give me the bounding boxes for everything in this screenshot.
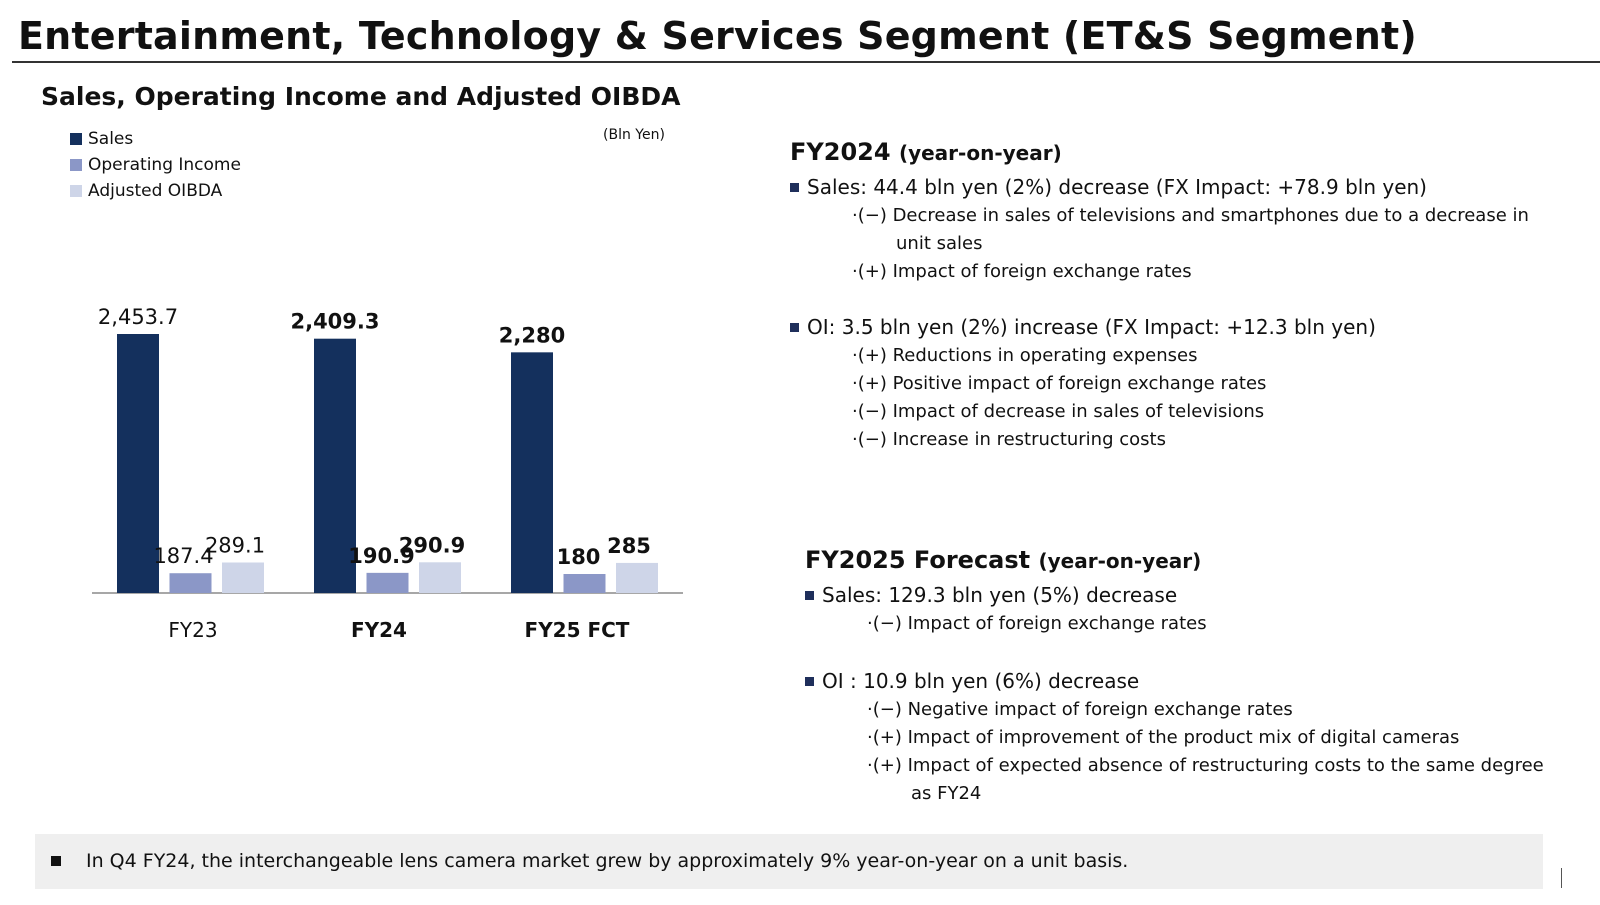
fy2024-sales-text: Sales: 44.4 bln yen (2%) decrease (FX Im… xyxy=(807,175,1427,199)
category-label-1: FY23 xyxy=(168,618,217,642)
list-item: ·(+) Positive impact of foreign exchange… xyxy=(852,373,1267,394)
data-label-operating-income-3: 180 xyxy=(557,545,601,569)
fy2025-sales-details: ·(−) Impact of foreign exchange rates xyxy=(805,610,1544,638)
bullet-square-icon xyxy=(805,676,814,686)
fy2025-oi-text: OI : 10.9 bln yen (6%) decrease xyxy=(822,669,1140,693)
fy2025-section: FY2025 Forecast (year-on-year) Sales: 12… xyxy=(805,546,1544,808)
bar-adjusted-oibda-1 xyxy=(222,562,264,593)
fy2025-sales-text: Sales: 129.3 bln yen (5%) decrease xyxy=(822,583,1178,607)
bar-operating-income-3 xyxy=(563,574,606,593)
list-item: ·(+) Impact of improvement of the produc… xyxy=(867,727,1460,748)
fy2024-sales-bullet: Sales: 44.4 bln yen (2%) decrease (FX Im… xyxy=(790,172,1529,202)
fy2024-heading-text: FY2024 xyxy=(790,138,891,166)
bullet-square-icon xyxy=(805,590,814,600)
data-label-adjusted-oibda-2: 290.9 xyxy=(399,533,465,557)
list-item: unit sales xyxy=(896,233,983,254)
list-item: ·(−) Impact of foreign exchange rates xyxy=(867,613,1207,634)
legend-label-operating-income: Operating Income xyxy=(88,155,241,175)
bar-adjusted-oibda-3 xyxy=(616,562,658,593)
footnote-box: In Q4 FY24, the interchangeable lens cam… xyxy=(35,834,1543,889)
data-label-operating-income-2: 190.9 xyxy=(348,544,414,568)
list-item: ·(−) Increase in restructuring costs xyxy=(852,429,1166,450)
page-title: Entertainment, Technology & Services Seg… xyxy=(18,14,1417,58)
bar-adjusted-oibda-2 xyxy=(419,562,461,593)
fy2024-oi-text: OI: 3.5 bln yen (2%) increase (FX Impact… xyxy=(807,315,1376,339)
list-item: ·(+) Impact of expected absence of restr… xyxy=(867,755,1544,776)
category-label-3: FY25 FCT xyxy=(525,618,630,642)
divider xyxy=(1561,868,1562,888)
legend-item-sales: Sales xyxy=(70,126,241,152)
fy2025-sales-bullet: Sales: 129.3 bln yen (5%) decrease xyxy=(805,580,1544,610)
data-label-adjusted-oibda-1: 289.1 xyxy=(205,533,265,557)
fy2024-oi-bullet: OI: 3.5 bln yen (2%) increase (FX Impact… xyxy=(790,312,1529,342)
chart-legend: Sales Operating Income Adjusted OIBDA xyxy=(70,126,241,204)
list-item: as FY24 xyxy=(911,783,982,804)
fy2024-section: FY2024 (year-on-year) Sales: 44.4 bln ye… xyxy=(790,138,1529,454)
fy2025-heading-note: (year-on-year) xyxy=(1038,549,1202,573)
legend-item-operating-income: Operating Income xyxy=(70,152,241,178)
footnote-text: In Q4 FY24, the interchangeable lens cam… xyxy=(86,850,1129,872)
data-label-adjusted-oibda-3: 285 xyxy=(607,534,651,558)
legend-label-adjusted-oibda: Adjusted OIBDA xyxy=(88,181,223,201)
data-label-sales-1: 2,453.7 xyxy=(98,305,178,329)
title-divider xyxy=(12,61,1600,63)
bar-sales-1 xyxy=(117,334,159,593)
bar-sales-3 xyxy=(511,352,553,593)
legend-label-sales: Sales xyxy=(88,129,134,149)
footnote-bullet-icon xyxy=(51,856,61,866)
legend-item-adjusted-oibda: Adjusted OIBDA xyxy=(70,178,241,204)
data-label-operating-income-1: 187.4 xyxy=(153,544,213,568)
bar-operating-income-1 xyxy=(169,573,212,593)
list-item: ·(+) Impact of foreign exchange rates xyxy=(852,261,1192,282)
fy2024-oi-details: ·(+) Reductions in operating expenses ·(… xyxy=(790,342,1529,454)
chart-unit-label: (Bln Yen) xyxy=(603,127,665,143)
legend-swatch-sales xyxy=(70,133,82,145)
legend-swatch-adjusted-oibda xyxy=(70,185,82,197)
fy2025-heading: FY2025 Forecast (year-on-year) xyxy=(805,546,1544,574)
category-label-2: FY24 xyxy=(351,618,407,642)
data-label-sales-3: 2,280 xyxy=(499,323,565,347)
bullet-square-icon xyxy=(790,182,799,192)
legend-swatch-operating-income xyxy=(70,159,82,171)
fy2024-heading: FY2024 (year-on-year) xyxy=(790,138,1529,166)
bar-operating-income-2 xyxy=(366,572,409,593)
fy2025-oi-bullet: OI : 10.9 bln yen (6%) decrease xyxy=(805,666,1544,696)
fy2025-oi-details: ·(−) Negative impact of foreign exchange… xyxy=(805,696,1544,808)
list-item: ·(−) Negative impact of foreign exchange… xyxy=(867,699,1293,720)
fy2024-heading-note: (year-on-year) xyxy=(898,141,1062,165)
data-label-sales-2: 2,409.3 xyxy=(290,310,379,334)
list-item: ·(+) Reductions in operating expenses xyxy=(852,345,1198,366)
fy2025-heading-text: FY2025 Forecast xyxy=(805,546,1031,574)
bullet-square-icon xyxy=(790,322,799,332)
bar-sales-2 xyxy=(314,338,356,593)
list-item: ·(−) Impact of decrease in sales of tele… xyxy=(852,401,1265,422)
chart-title: Sales, Operating Income and Adjusted OIB… xyxy=(41,82,681,111)
fy2024-sales-details: ·(−) Decrease in sales of televisions an… xyxy=(790,202,1529,286)
list-item: ·(−) Decrease in sales of televisions an… xyxy=(852,205,1529,226)
